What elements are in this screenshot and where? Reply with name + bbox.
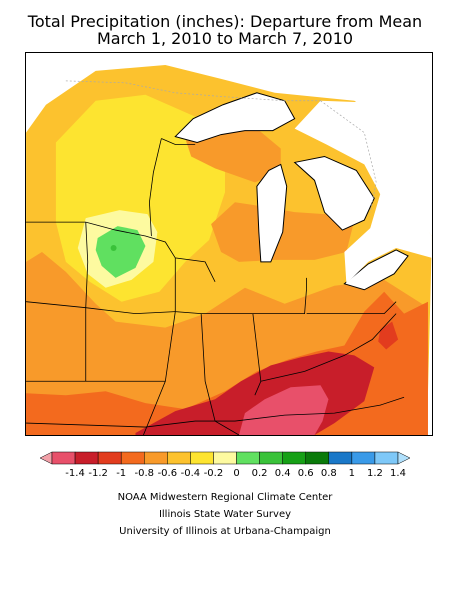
contour-green <box>95 226 146 278</box>
legend-swatch <box>328 451 353 465</box>
legend-swatch-high <box>397 451 410 465</box>
legend-label: 0.2 <box>252 468 268 479</box>
contour-magenta <box>238 385 329 435</box>
border-line-1 <box>65 80 321 102</box>
credit-line-2: Illinois State Water Survey <box>158 509 292 520</box>
border-line-2 <box>320 100 377 213</box>
boundary-line-5 <box>200 313 240 435</box>
credit-line-1: NOAA Midwestern Regional Climate Center <box>117 492 333 503</box>
lake-huron <box>293 155 375 231</box>
legend-swatch <box>190 451 214 465</box>
legend-label: -0.2 <box>204 468 224 479</box>
canada-border-dotted <box>65 80 377 213</box>
legend-swatch <box>213 451 237 465</box>
legend-label: -0.6 <box>158 468 178 479</box>
boundary-line-13 <box>85 222 89 382</box>
legend-swatch <box>236 451 260 465</box>
lake-superior <box>174 92 296 144</box>
map-title-line2: March 1, 2010 to March 7, 2010 <box>96 29 354 48</box>
legend-swatch <box>305 451 330 465</box>
lake-michigan <box>256 163 288 263</box>
legend-label: 0 <box>233 468 239 479</box>
legend-swatch <box>120 451 145 465</box>
legend-label: -1.4 <box>65 468 85 479</box>
legend-swatch <box>167 451 191 465</box>
legend-swatch <box>351 451 376 465</box>
credit-line-3: University of Illinois at Urbana-Champai… <box>119 526 331 537</box>
state-boundaries <box>26 138 405 435</box>
canada-white <box>294 100 432 284</box>
legend-swatch <box>259 451 283 465</box>
legend-label: 1.4 <box>390 468 406 479</box>
legend-label: -1 <box>116 468 126 479</box>
legend-swatch <box>74 451 99 465</box>
boundary-line-12 <box>26 396 405 428</box>
legend-label: -1.2 <box>88 468 108 479</box>
map-title-line1: Total Precipitation (inches): Departure … <box>27 12 423 31</box>
contour-upper-peninsula <box>185 128 281 183</box>
legend-label: 0.4 <box>275 468 291 479</box>
legend-label: 0.8 <box>321 468 337 479</box>
boundary-line-4 <box>26 301 176 315</box>
boundary-line-2 <box>149 138 162 237</box>
legend-swatch <box>374 451 399 465</box>
legend-swatch <box>97 451 122 465</box>
legend-swatch-low <box>40 451 53 465</box>
boundary-line-8 <box>306 301 397 315</box>
legend-swatch <box>144 451 168 465</box>
contour-red-spot-east <box>378 321 399 350</box>
lake-erie <box>343 249 409 291</box>
boundary-line-14 <box>161 138 196 145</box>
precipitation-map <box>25 52 433 436</box>
legend-swatch <box>51 451 76 465</box>
boundary-line-3 <box>174 257 253 315</box>
legend-label: -0.4 <box>181 468 201 479</box>
boundary-line-11 <box>260 313 397 382</box>
legend-label: 1 <box>349 468 355 479</box>
legend-label: 1.2 <box>367 468 383 479</box>
legend-label: 0.6 <box>298 468 314 479</box>
boundary-line-7 <box>252 277 307 315</box>
boundary-line-1 <box>26 221 216 282</box>
color-legend: -1.4 -1.2 -1 -0.8 -0.6 -0.4 -0.2 0 0.2 0.4 0.6 0.8 1… <box>40 451 410 479</box>
legend-swatch <box>282 451 306 465</box>
legend-label: -0.8 <box>135 468 155 479</box>
contour-green-dark <box>110 244 117 251</box>
